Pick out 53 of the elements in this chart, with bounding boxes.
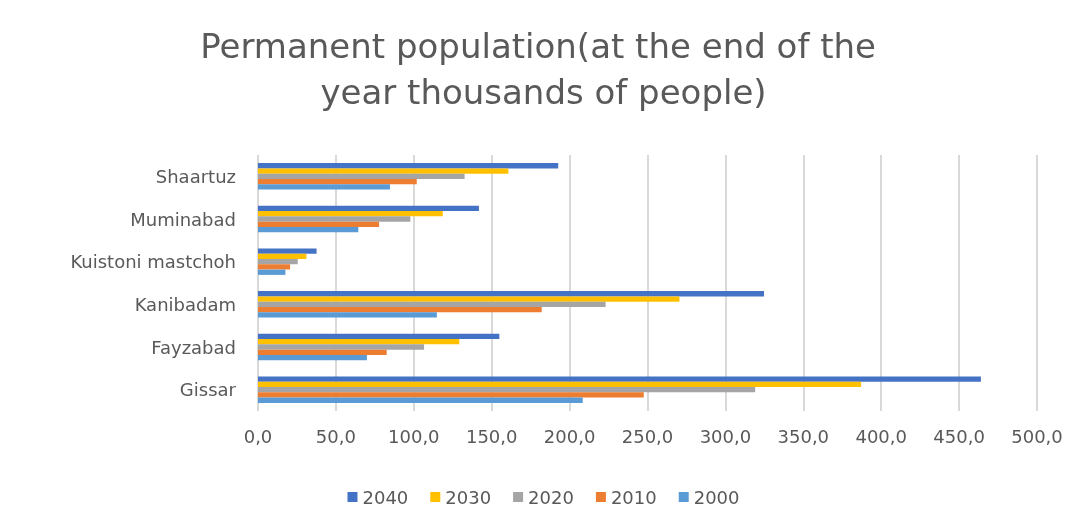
bar bbox=[258, 168, 509, 174]
bar bbox=[258, 216, 411, 222]
bar bbox=[258, 205, 479, 212]
legend-label: 2040 bbox=[362, 486, 409, 508]
x-tick-label: 500,0 bbox=[1011, 425, 1063, 447]
bar bbox=[258, 381, 862, 388]
bar bbox=[258, 333, 500, 340]
bar bbox=[258, 226, 359, 233]
bar bbox=[258, 291, 765, 297]
bar bbox=[258, 387, 756, 393]
bar bbox=[258, 301, 606, 307]
x-tick-label: 100,0 bbox=[388, 425, 440, 447]
bar bbox=[258, 269, 286, 275]
bar bbox=[258, 354, 367, 361]
legend-label: 2030 bbox=[445, 486, 492, 508]
x-tick-label: 400,0 bbox=[855, 425, 907, 447]
y-tick-label: Fayzabad bbox=[151, 336, 236, 358]
x-tick-label: 450,0 bbox=[933, 425, 985, 447]
x-tick-label: 250,0 bbox=[621, 425, 674, 447]
bar bbox=[258, 306, 542, 313]
bar bbox=[258, 259, 298, 265]
bar bbox=[258, 296, 680, 302]
bar bbox=[258, 339, 460, 345]
legend-label: 2020 bbox=[528, 486, 574, 508]
y-tick-label: Kuistoni mastchoh bbox=[70, 251, 236, 273]
x-tick-label: 150,0 bbox=[465, 425, 518, 447]
bar bbox=[258, 392, 644, 398]
bar bbox=[258, 163, 559, 169]
bar bbox=[258, 178, 417, 185]
bar bbox=[258, 349, 387, 355]
chart-title: Permanent population(at the end of the year thousands of people) bbox=[200, 26, 887, 112]
y-tick-label: Gissar bbox=[179, 379, 237, 401]
bar bbox=[258, 264, 291, 270]
bar bbox=[258, 211, 443, 217]
bar bbox=[258, 253, 307, 260]
bar bbox=[258, 173, 465, 179]
bar bbox=[258, 184, 390, 190]
y-tick-label: Shaartuz bbox=[155, 165, 236, 187]
bar bbox=[258, 344, 425, 350]
bar bbox=[258, 312, 437, 318]
x-tick-label: 50,0 bbox=[315, 425, 356, 447]
legend-label: 2000 bbox=[693, 486, 740, 508]
bar bbox=[258, 397, 583, 403]
bar bbox=[258, 376, 981, 382]
x-tick-label: 300,0 bbox=[699, 425, 752, 447]
legend-label: 2010 bbox=[610, 486, 657, 508]
x-tick-label: 350,0 bbox=[777, 425, 830, 447]
y-tick-label: Kanibadam bbox=[134, 293, 236, 315]
bar bbox=[258, 221, 380, 227]
x-tick-label: 200,0 bbox=[543, 425, 596, 447]
y-tick-label: Muminabad bbox=[130, 208, 236, 230]
bar bbox=[258, 248, 317, 254]
x-tick-label: 0,0 bbox=[243, 425, 273, 447]
